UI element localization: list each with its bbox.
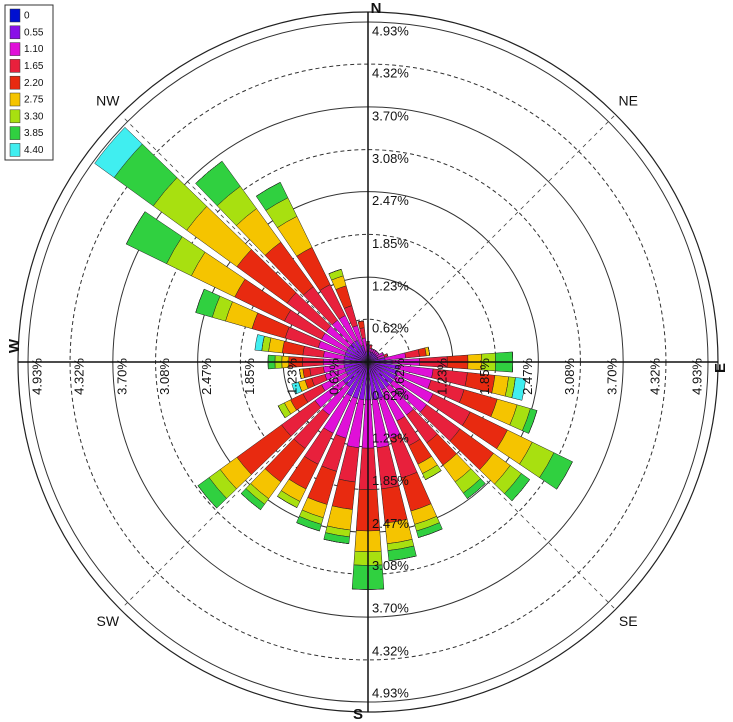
r-tick-label: 4.93% [689,358,704,395]
bar-segment [425,470,442,480]
r-tick-label: 4.93% [29,358,44,395]
bar-segment [323,539,349,545]
bar-segment [277,405,286,419]
r-tick-label: 3.70% [605,358,620,395]
legend-swatch [9,25,21,40]
legend-swatch [9,109,21,124]
r-tick-label: 1.85% [242,358,257,395]
axes [18,12,718,712]
bar-segment [371,348,374,350]
r-tick-label: 0.62% [392,358,407,395]
r-tick-label: 3.08% [372,151,409,166]
r-tick-label: 2.47% [199,358,214,395]
r-tick-label: 3.08% [562,358,577,395]
compass-label: NW [96,92,120,108]
r-tick-label: 3.70% [372,108,409,123]
r-tick-label: 2.47% [520,358,535,395]
compass-label: SE [619,613,638,629]
r-tick-label: 1.85% [372,236,409,251]
r-tick-label: 0.62% [327,358,342,395]
compass-label: SW [97,613,120,629]
compass-label: N [371,0,382,17]
r-tick-label: 1.85% [372,473,409,488]
bar-segment [291,381,303,395]
legend-label: 3.30 [24,111,44,122]
bar-segment [254,334,265,352]
compass-label: NE [618,92,637,108]
r-tick-label: 4.93% [372,685,409,700]
r-tick-label: 1.23% [285,358,300,395]
r-tick-label: 4.32% [647,358,662,395]
r-tick-label: 4.32% [372,643,409,658]
legend-swatch [9,143,21,157]
labels: 0.62%0.62%0.62% 0.62%1.23%1.23%1.23% 1.23%… [6,0,729,722]
r-tick-label: 3.08% [372,558,409,573]
legend-label: 3.85 [24,128,44,139]
bar-segment [197,485,217,509]
legend-label: 1.10 [24,44,44,55]
r-tick-label: 2.47% [372,193,409,208]
legend-label: 2.20 [24,78,44,89]
bar-segment [511,377,527,401]
bars [94,126,573,590]
r-tick-label: 1.23% [372,279,409,294]
bar-segment [427,346,430,356]
r-tick-label: 1.23% [434,358,449,395]
legend-swatch [9,8,21,23]
bar-segment [195,160,223,184]
bar-segment [195,288,205,313]
bar-segment [375,350,378,353]
legend-swatch [9,59,21,73]
bar-segment [373,349,376,351]
r-tick-label: 3.08% [157,358,172,395]
r-tick-label: 4.32% [372,66,409,81]
r-tick-label: 3.70% [372,601,409,616]
bar-segment [94,126,143,178]
compass-label: E [712,363,729,373]
bar-segment [240,493,261,511]
r-tick-label: 0.62% [372,388,409,403]
compass-label: S [353,706,363,722]
legend-swatch [9,126,21,140]
legend-swatch [9,42,21,56]
legend-label: 1.65 [24,61,44,72]
legend-label: 2.75 [24,95,44,106]
r-tick-label: 2.47% [372,516,409,531]
bar-segment [382,352,384,355]
compass-label: W [6,338,23,353]
r-tick-label: 4.93% [372,23,409,38]
r-tick-label: 3.70% [114,358,129,395]
legend: 0 0.55 1.10 1.65 2.20 2.75 3.30 3.85 4.40 [4,4,54,161]
legend-label: 4.40 [24,145,44,156]
legend-label: 0 [24,11,30,22]
r-tick-label: 1.85% [477,358,492,395]
legend-swatch [9,75,21,90]
bar-segment [388,555,417,562]
r-tick-label: 1.23% [372,430,409,445]
legend-label: 0.55 [24,27,44,38]
r-tick-label: 4.32% [72,358,87,395]
legend-swatch [9,92,21,107]
bar-segment [299,369,302,379]
r-tick-label: 0.62% [372,321,409,336]
bar-segment [386,353,389,357]
